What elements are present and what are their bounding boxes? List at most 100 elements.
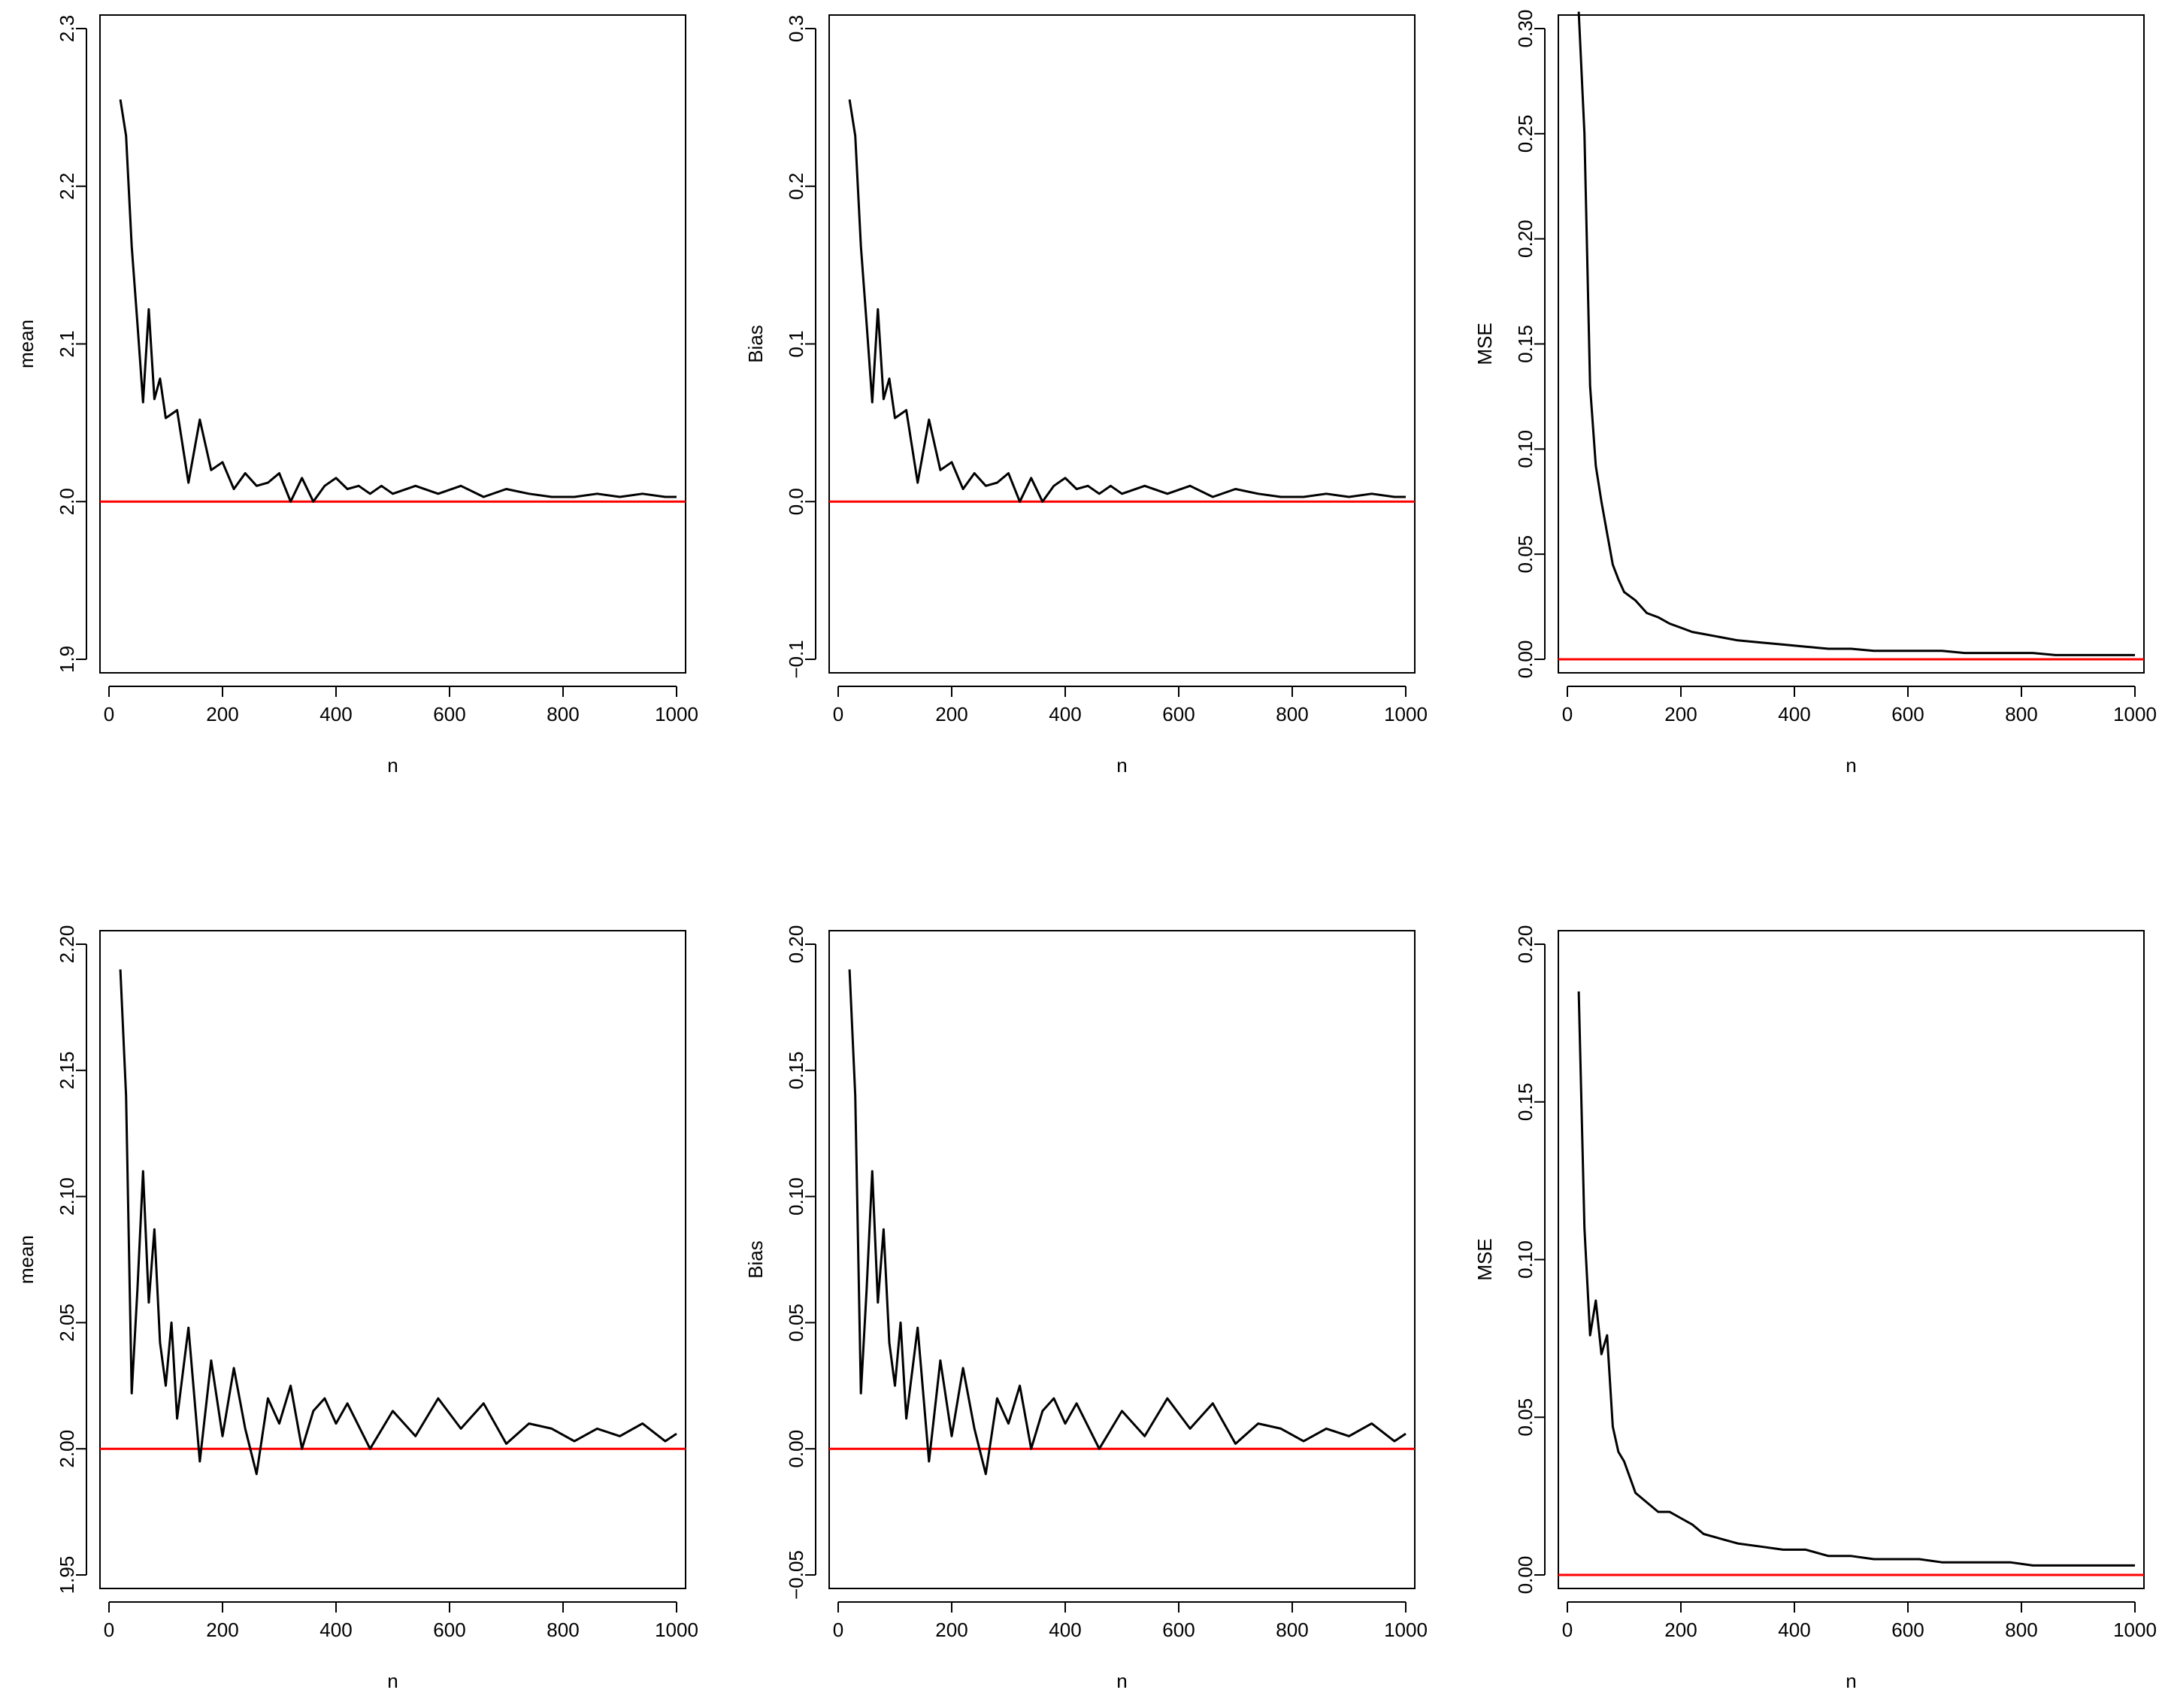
x-axis-label: n (1116, 754, 1127, 777)
chart-panel-4: 0 200 400 600 800 1000 1.95 2.00 2.05 2.10 2.15 2.2… (15, 925, 698, 1692)
x-tick-label: 0 (833, 1619, 843, 1641)
y-tick-label: 0.05 (785, 1304, 807, 1342)
x-tick-label: 200 (935, 1619, 967, 1641)
plot-frame (1558, 14, 2145, 674)
series-line (119, 99, 677, 503)
y-tick-label: 0.0 (785, 488, 807, 515)
x-tick-label: 600 (433, 1619, 465, 1641)
x-tick-label: 800 (547, 703, 579, 725)
y-tick-label: 2.05 (56, 1304, 78, 1342)
y-tick-label: 2.3 (56, 15, 78, 42)
y-tick-label: 2.20 (56, 925, 78, 964)
y-tick-label: 0.30 (1514, 10, 1537, 48)
series-line (1577, 991, 2135, 1567)
x-tick-label: 400 (1049, 1619, 1081, 1641)
plot-frame (828, 14, 1416, 674)
x-tick-label: 200 (935, 703, 967, 725)
chart-panel-2: 0 200 400 600 800 1000 −0.1 0.0 0.1 0.2 0.3 n Bias (744, 14, 1428, 777)
y-tick-label: 0.10 (785, 1177, 807, 1216)
x-tick-label: 800 (2005, 703, 2037, 725)
x-tick-label: 200 (206, 1619, 238, 1641)
y-tick-label: 2.15 (56, 1051, 78, 1089)
y-axis-label: mean (15, 1235, 38, 1284)
y-tick-label: −0.1 (785, 640, 807, 678)
x-tick-label: 800 (2005, 1619, 2037, 1641)
y-tick-label: 0.15 (1514, 1083, 1537, 1121)
y-tick-label: 0.20 (1514, 220, 1537, 258)
x-axis-label: n (387, 1670, 398, 1692)
x-tick-label: 1000 (655, 1619, 698, 1641)
y-tick-label: 0.10 (1514, 1240, 1537, 1279)
y-tick-label: 2.2 (56, 173, 78, 200)
y-axis-label: mean (15, 319, 38, 368)
y-tick-label: 0.05 (1514, 1398, 1537, 1437)
y-tick-label: 0.10 (1514, 430, 1537, 468)
y-tick-label: 0.20 (785, 925, 807, 964)
y-tick-label: 0.05 (1514, 535, 1537, 574)
y-tick-label: 0.3 (785, 15, 807, 42)
y-tick-label: 0.20 (1514, 925, 1537, 964)
series-line (119, 969, 677, 1476)
y-tick-label: 0.1 (785, 330, 807, 357)
series-line (848, 99, 1406, 503)
y-tick-label: 0.15 (1514, 325, 1537, 363)
x-tick-label: 400 (319, 703, 352, 725)
x-tick-label: 0 (1562, 703, 1573, 725)
plot-frame (1558, 930, 2145, 1589)
y-tick-label: 0.00 (1514, 1556, 1537, 1594)
y-tick-label: 0.15 (785, 1051, 807, 1089)
x-tick-label: 800 (1276, 703, 1308, 725)
x-tick-label: 600 (433, 703, 465, 725)
y-tick-label: 0.2 (785, 173, 807, 200)
x-tick-label: 600 (1162, 1619, 1195, 1641)
series-line (1577, 11, 2135, 656)
x-tick-label: 200 (1664, 703, 1697, 725)
x-tick-label: 0 (104, 1619, 114, 1641)
chart-panel-6: 0 200 400 600 800 1000 0.00 0.05 0.10 0.15 0.20 n MS… (1473, 925, 2157, 1692)
x-tick-label: 400 (1049, 703, 1081, 725)
x-tick-label: 400 (1778, 703, 1810, 725)
chart-panel-1: 0 200 400 600 800 1000 1.9 2.0 2.1 2.2 2.3 n mean (15, 14, 698, 777)
chart-panel-3: 0 200 400 600 800 1000 0.00 0.05 0.10 0.15 0.20 0.2… (1473, 10, 2157, 777)
x-tick-label: 0 (104, 703, 114, 725)
x-tick-label: 400 (1778, 1619, 1810, 1641)
x-tick-label: 0 (1562, 1619, 1573, 1641)
y-tick-label: 0.00 (1514, 640, 1537, 679)
x-axis-label: n (1846, 1670, 1856, 1692)
chart-panel-5: 0 200 400 600 800 1000 −0.05 0.00 0.05 0.10 0.15 0.… (744, 925, 1428, 1692)
x-axis-label: n (1846, 754, 1856, 777)
x-tick-label: 600 (1891, 1619, 1924, 1641)
x-tick-label: 0 (833, 703, 843, 725)
y-tick-label: −0.05 (785, 1550, 807, 1600)
x-tick-label: 1000 (1384, 1619, 1428, 1641)
y-axis-label: MSE (1473, 323, 1496, 365)
y-tick-label: 2.00 (56, 1430, 78, 1468)
x-tick-label: 1000 (2113, 1619, 2157, 1641)
y-tick-label: 2.0 (56, 488, 78, 515)
y-tick-label: 0.00 (785, 1430, 807, 1468)
x-axis-label: n (1116, 1670, 1127, 1692)
x-tick-label: 1000 (655, 703, 698, 725)
y-tick-label: 2.1 (56, 330, 78, 357)
x-tick-label: 600 (1162, 703, 1195, 725)
x-tick-label: 200 (1664, 1619, 1697, 1641)
x-tick-label: 800 (547, 1619, 579, 1641)
x-tick-label: 200 (206, 703, 238, 725)
x-tick-label: 400 (319, 1619, 352, 1641)
y-axis-label: Bias (744, 325, 767, 363)
y-tick-label: 2.10 (56, 1177, 78, 1216)
x-tick-label: 1000 (1384, 703, 1428, 725)
y-tick-label: 0.25 (1514, 115, 1537, 153)
plot-frame (99, 930, 686, 1589)
plot-frame (99, 14, 686, 674)
series-line (848, 969, 1407, 1476)
x-tick-label: 600 (1891, 703, 1924, 725)
y-axis-label: MSE (1473, 1238, 1496, 1280)
x-axis-label: n (387, 754, 398, 777)
plot-frame (828, 930, 1416, 1589)
y-tick-label: 1.9 (56, 646, 78, 673)
y-axis-label: Bias (744, 1240, 767, 1279)
x-tick-label: 800 (1276, 1619, 1308, 1641)
x-tick-label: 1000 (2113, 703, 2157, 725)
